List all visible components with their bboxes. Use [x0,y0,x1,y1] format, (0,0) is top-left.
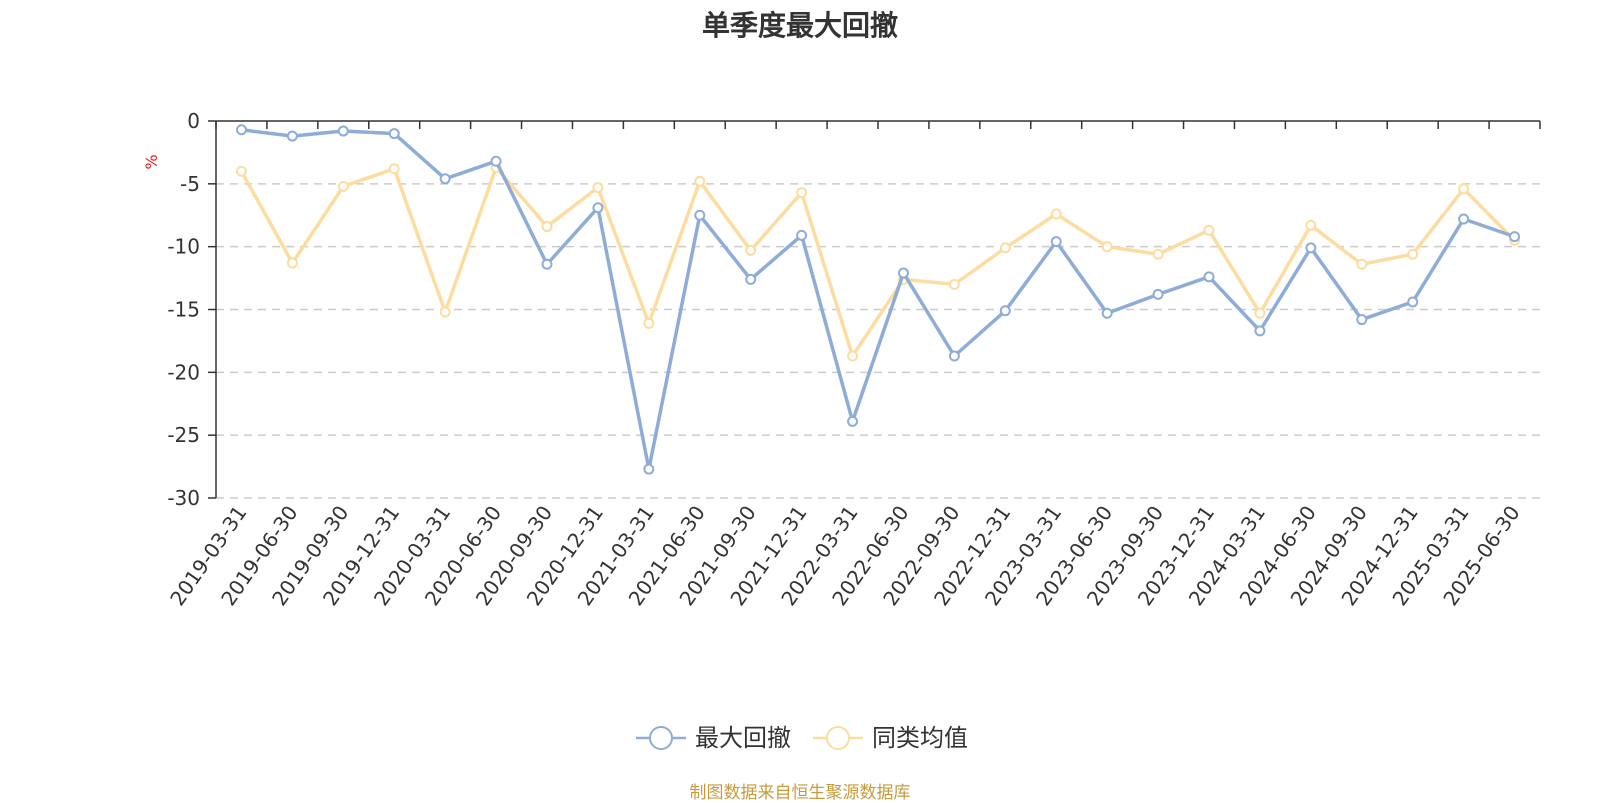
y-axis-label: % [142,154,161,169]
data-point[interactable] [1458,213,1470,225]
data-point[interactable] [897,267,909,279]
data-point[interactable] [1407,296,1419,308]
data-point[interactable] [439,306,451,318]
y-axis-ticks: 0 -5 -10 -15 -20 -25 -30 [167,109,216,510]
data-point[interactable] [592,182,604,194]
data-point[interactable] [694,209,706,221]
series-lines [235,124,1521,475]
data-point[interactable] [286,257,298,269]
data-point[interactable] [388,163,400,175]
data-point[interactable] [1101,307,1113,319]
data-point[interactable] [999,305,1011,317]
data-point[interactable] [337,125,349,137]
data-point[interactable] [1305,219,1317,231]
y-tick-label: 0 [187,109,200,133]
data-point[interactable] [745,273,757,285]
data-point[interactable] [337,180,349,192]
data-point[interactable] [1050,236,1062,248]
legend: 最大回撤 同类均值 [636,724,968,752]
legend-marker-icon [826,726,850,750]
data-point[interactable] [1152,248,1164,260]
data-point[interactable] [1356,258,1368,270]
data-point[interactable] [1101,241,1113,253]
data-source-note: 制图数据来自恒生聚源数据库 [689,783,911,803]
data-point[interactable] [286,130,298,142]
data-point[interactable] [745,244,757,256]
legend-label: 同类均值 [872,724,968,752]
data-point[interactable] [796,187,808,199]
data-point[interactable] [999,242,1011,254]
data-point[interactable] [1203,271,1215,283]
data-point[interactable] [948,350,960,362]
data-point[interactable] [490,155,502,167]
y-tick-label: -20 [167,360,200,384]
data-point[interactable] [643,463,655,475]
y-tick-label: -5 [180,172,200,196]
data-point[interactable] [847,350,859,362]
data-point[interactable] [541,258,553,270]
series-0 [235,124,1521,475]
data-point[interactable] [1509,231,1521,243]
data-point[interactable] [541,221,553,233]
data-point[interactable] [1203,224,1215,236]
series-line [239,165,1516,358]
legend-label: 最大回撤 [695,724,791,752]
chart-title: 单季度最大回撤 [701,9,898,42]
series-1 [235,161,1521,362]
y-tick-label: -30 [167,486,200,510]
data-point[interactable] [235,124,247,136]
data-point[interactable] [235,165,247,177]
data-point[interactable] [948,278,960,290]
data-point[interactable] [1407,248,1419,260]
data-point[interactable] [439,173,451,185]
data-point[interactable] [643,317,655,329]
data-point[interactable] [1458,183,1470,195]
data-point[interactable] [694,175,706,187]
legend-item[interactable]: 最大回撤 [636,724,791,752]
legend-marker-icon [649,726,673,750]
data-point[interactable] [1254,325,1266,337]
data-point[interactable] [592,202,604,214]
data-point[interactable] [1254,307,1266,319]
data-point[interactable] [1152,288,1164,300]
data-point[interactable] [1050,208,1062,220]
y-tick-label: -25 [167,423,200,447]
data-point[interactable] [388,128,400,140]
y-tick-label: -15 [167,298,200,322]
y-tick-label: -10 [167,235,200,259]
legend-item[interactable]: 同类均值 [813,724,968,752]
data-point[interactable] [796,229,808,241]
series-line [241,128,1516,471]
x-axis-ticks: 2019-03-312019-06-302019-09-302019-12-31… [165,121,1541,610]
grid-lines [216,183,1540,499]
data-point[interactable] [1305,242,1317,254]
data-point[interactable] [847,415,859,427]
data-point[interactable] [1356,314,1368,326]
